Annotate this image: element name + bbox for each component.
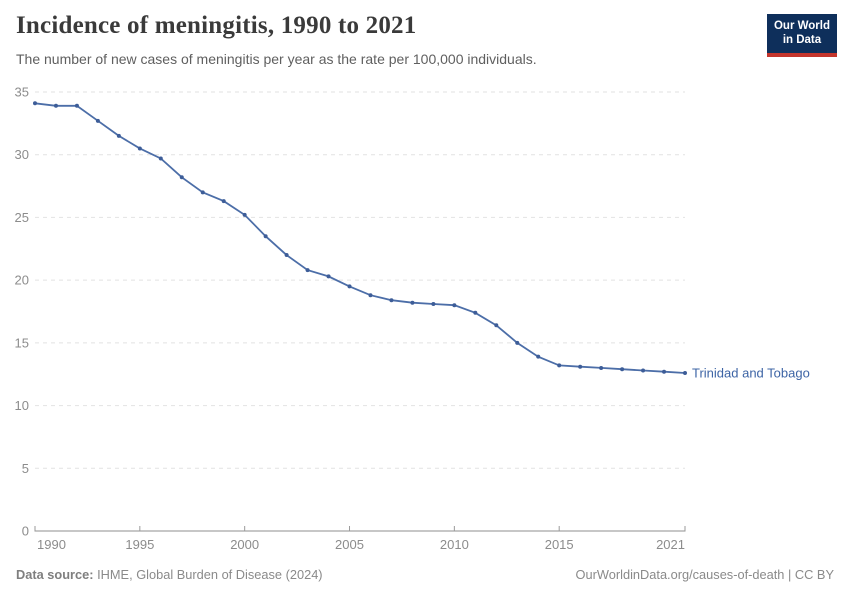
y-axis-label: 5	[22, 461, 29, 476]
page-title: Incidence of meningitis, 1990 to 2021	[16, 12, 417, 39]
data-point[interactable]	[326, 274, 331, 279]
data-source-value[interactable]: IHME, Global Burden of Disease (2024)	[97, 567, 323, 582]
x-axis-label: 1990	[37, 537, 66, 552]
data-point[interactable]	[284, 253, 289, 258]
data-point[interactable]	[515, 340, 520, 345]
x-axis-label: 2021	[656, 537, 685, 552]
chart-footer: Data source: IHME, Global Burden of Dise…	[16, 567, 834, 582]
data-point[interactable]	[410, 300, 415, 305]
footer-separator: |	[788, 567, 792, 582]
owid-logo[interactable]: Our World in Data	[766, 14, 837, 57]
footer-credits: OurWorldinData.org/causes-of-death | CC …	[576, 567, 834, 582]
data-point[interactable]	[599, 365, 604, 370]
y-axis-label: 15	[15, 335, 29, 350]
data-point[interactable]	[137, 146, 142, 151]
data-point[interactable]	[242, 212, 247, 217]
data-point[interactable]	[536, 354, 541, 359]
data-point[interactable]	[494, 323, 499, 328]
data-point[interactable]	[368, 293, 373, 298]
chart-subtitle: The number of new cases of meningitis pe…	[16, 51, 537, 67]
x-axis-label: 2015	[545, 537, 574, 552]
y-axis-label: 20	[15, 273, 29, 288]
data-point[interactable]	[347, 284, 352, 289]
x-axis-label: 2010	[440, 537, 469, 552]
series-line[interactable]	[34, 102, 686, 374]
x-axis-label: 1995	[125, 537, 154, 552]
data-point[interactable]	[473, 310, 478, 315]
data-point[interactable]	[305, 268, 310, 273]
data-point[interactable]	[452, 303, 457, 308]
owid-logo-line1: Our World	[773, 20, 830, 32]
data-point[interactable]	[620, 367, 625, 372]
data-point[interactable]	[179, 175, 184, 180]
data-point[interactable]	[116, 133, 121, 138]
data-source: Data source: IHME, Global Burden of Dise…	[16, 567, 323, 582]
owid-logo-line2: in Data	[782, 34, 822, 47]
data-point[interactable]	[662, 369, 667, 374]
data-point[interactable]	[158, 156, 163, 161]
data-point[interactable]	[33, 101, 37, 106]
data-point[interactable]	[263, 234, 268, 239]
data-point[interactable]	[53, 103, 58, 108]
data-point[interactable]	[557, 363, 562, 368]
data-point[interactable]	[431, 301, 436, 306]
y-axis-label: 30	[15, 147, 29, 162]
y-axis-label: 25	[15, 210, 29, 225]
data-point[interactable]	[683, 370, 687, 375]
data-point[interactable]	[221, 199, 226, 204]
entity-label[interactable]: Trinidad and Tobago	[692, 365, 810, 380]
data-point[interactable]	[95, 118, 100, 123]
y-axis-label: 10	[15, 398, 29, 413]
data-point[interactable]	[200, 190, 205, 195]
y-axis-label: 0	[22, 524, 29, 539]
license-link[interactable]: CC BY	[794, 567, 834, 582]
x-axis-label: 2005	[335, 537, 364, 552]
owid-url-link[interactable]: OurWorldinData.org/causes-of-death	[575, 567, 785, 582]
x-axis-label: 2000	[230, 537, 259, 552]
data-point[interactable]	[389, 298, 394, 303]
data-point[interactable]	[578, 364, 583, 369]
data-point[interactable]	[641, 368, 646, 373]
data-point[interactable]	[74, 103, 79, 108]
y-axis-label: 35	[15, 85, 29, 100]
data-source-label: Data source:	[16, 567, 94, 582]
